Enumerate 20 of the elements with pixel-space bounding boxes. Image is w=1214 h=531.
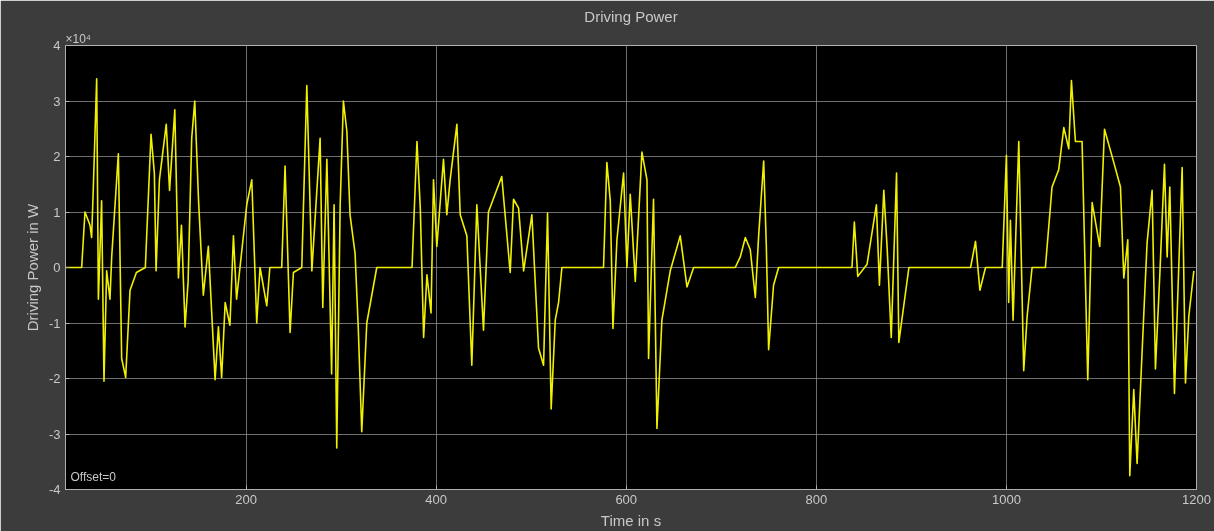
x-tick-label: 1000	[991, 491, 1021, 507]
x-tick-label: 400	[425, 491, 448, 507]
x-tick-label: 200	[235, 491, 257, 507]
annotation: Offset=0	[70, 469, 117, 484]
y-tick-label: -2	[48, 371, 61, 386]
y-tick-label: 4	[53, 38, 61, 53]
y-tick-label: -1	[48, 315, 61, 331]
y-tick-label: 1	[53, 204, 61, 220]
x-tick-label: 600	[615, 491, 638, 507]
y-tick-label: 3	[53, 93, 61, 109]
y-tick-label: -3	[48, 426, 61, 442]
y-tick-label: 2	[53, 149, 61, 164]
y-axis-title: Driving Power in W	[23, 202, 41, 332]
x-tick-label: 800	[805, 491, 828, 507]
y-tick-label: -4	[48, 482, 61, 497]
chart-title: Driving Power	[584, 7, 678, 25]
text: ×10⁴	[65, 31, 92, 46]
x-axis-title: Time in s	[600, 511, 662, 529]
x-tick-label: 1200	[1182, 491, 1211, 507]
y-tick-label: 0	[53, 260, 61, 275]
